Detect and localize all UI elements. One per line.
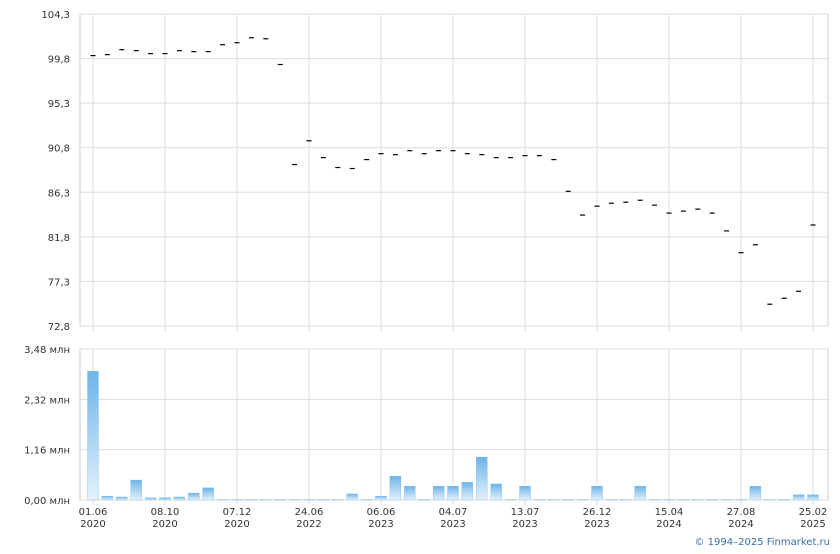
volume-bar [160,498,171,500]
y-tick-label: 0,00 млн [24,496,70,507]
y-tick-label: 2,32 млн [24,395,70,406]
footer: © 1994–2025 Finmarket.ru [694,537,830,548]
y-tick-label: 3,48 млн [24,345,70,356]
y-tick-label: 77,3 [48,277,70,288]
plot-area [80,349,828,500]
volume-bar [433,486,444,500]
volume-bar [390,476,401,500]
volume-bar [347,494,358,500]
volume-bar [203,488,214,500]
volume-bar [750,486,761,500]
volume-bar [131,480,142,500]
y-tick-label: 99,8 [48,55,70,66]
volume-bar [188,493,199,500]
volume-bar [376,496,387,500]
volume-bar [635,486,646,500]
y-tick-label: 90,8 [48,144,70,155]
plot-area [80,14,828,326]
volume-bar [88,371,99,500]
volume-bar [793,495,804,500]
volume-bar [116,497,127,500]
y-tick-label: 1,16 млн [24,446,70,457]
volume-bar [174,497,185,500]
y-tick-label: 95,3 [48,99,70,110]
volume-bar [404,486,415,500]
volume-bar [808,495,819,500]
y-tick-label: 86,3 [48,188,70,199]
volume-bar [476,457,487,500]
y-tick-label: 104,3 [41,10,70,21]
volume-bar [491,484,502,500]
volume-bar [520,486,531,500]
volume-bar [592,486,603,500]
volume-bar [448,486,459,500]
y-tick-label: 81,8 [48,233,70,244]
volume-bar [145,498,156,500]
y-tick-label: 72,8 [48,322,70,333]
volume-bar [462,482,473,500]
volume-bar [102,496,113,500]
